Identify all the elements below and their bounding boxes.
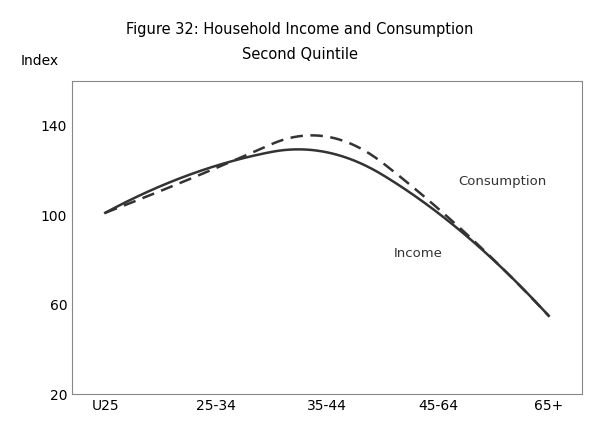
Text: Index: Index	[21, 54, 59, 68]
Text: Income: Income	[394, 246, 442, 260]
Text: Consumption: Consumption	[458, 175, 546, 188]
Text: Figure 32: Household Income and Consumption: Figure 32: Household Income and Consumpt…	[127, 22, 473, 37]
Text: Second Quintile: Second Quintile	[242, 47, 358, 62]
